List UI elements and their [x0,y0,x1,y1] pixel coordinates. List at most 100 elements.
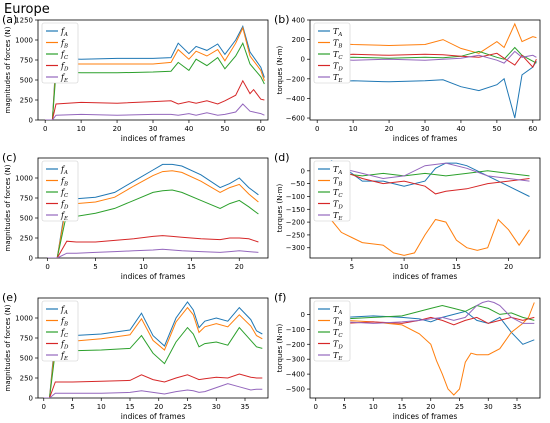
legend-label: fA [60,27,68,38]
x-tick-label: 50 [492,125,501,133]
x-tick-label: 10 [400,263,409,271]
y-tick-label: −400 [286,371,305,379]
panel-label: (e) [2,291,17,304]
series-line [43,383,263,398]
x-tick-label: 60 [528,125,537,133]
panel-label: (b) [274,13,290,26]
panel-label: (c) [2,151,17,164]
y-axis-label: torques (N·m) [276,323,284,372]
x-tick-label: 0 [45,263,49,271]
series-line [45,79,265,120]
x-tick-label: 60 [256,125,265,133]
x-tick-label: 20 [385,125,394,133]
legend-label: fD [60,200,69,211]
legend-box [313,22,351,84]
x-tick-label: 40 [456,125,465,133]
x-tick-label: 0 [42,403,46,411]
chart-panel: 0 5 10 15 20 25 30 35 0 250 500 750 1000 indices of f… [2,291,269,421]
x-tick-label: 30 [149,125,158,133]
x-axis-label: indices of frames [121,134,186,143]
series-line [43,373,263,398]
y-axis-label: magnitudes of forces (N) [4,304,12,391]
legend-label: TE [333,351,342,362]
y-axis-label: torques (N·m) [276,45,284,94]
legend-label: TB [333,177,342,188]
x-tick-label: 20 [235,263,244,271]
legend-label: fE [60,211,68,222]
chart-panel: 0 10 20 30 40 50 60 0 250 500 750 1000 1250 indices o… [2,13,269,143]
y-tick-label: −200 [286,75,305,83]
y-axis-label: torques (N·m) [276,183,284,232]
legend-label: TE [333,73,342,84]
x-tick-label: 0 [43,125,47,133]
chart-panel: 5 10 15 20 −300 −250 −200 −150 −100 −50 0 indices o… [274,151,541,281]
legend-label: fE [60,351,68,362]
y-tick-label: 0 [301,56,305,64]
plot-frame [309,297,541,399]
series-line [330,160,530,197]
panel-label: (a) [2,13,17,26]
x-tick-label: 35 [241,403,250,411]
y-tick-label: −400 [286,95,305,103]
x-tick-label: 15 [452,263,461,271]
series-line [315,302,535,396]
legend-box [41,160,79,222]
x-tick-label: 20 [113,125,122,133]
x-tick-label: 20 [504,263,513,271]
y-tick-label: 0 [301,311,305,319]
x-tick-label: 30 [484,403,493,411]
legend-label: fA [60,305,68,316]
y-tick-label: 400 [292,17,305,25]
legend-label: TA [333,305,342,316]
series-line [45,103,265,120]
legend-box [41,300,79,362]
y-tick-label: −300 [286,356,305,364]
x-tick-label: 5 [93,263,97,271]
y-tick-label: 750 [20,57,33,65]
legend-box [313,300,351,362]
y-tick-label: 1000 [15,315,33,323]
legend-label: TA [333,165,342,176]
x-tick-label: 15 [126,403,135,411]
x-tick-label: 40 [184,125,193,133]
legend-box [41,22,79,84]
y-tick-label: 250 [20,97,33,105]
x-tick-label: 30 [421,125,430,133]
page-title: Europe [4,2,50,17]
x-axis-label: indices of frames [393,412,458,421]
x-tick-label: 10 [349,125,358,133]
chart-panel: 0 5 10 15 20 25 30 35 −500 −400 −300 −200 −100 0 indic… [274,291,541,421]
y-tick-label: −150 [286,206,305,214]
y-tick-label: 0 [29,255,33,263]
legend-label: TE [333,211,342,222]
x-tick-label: 25 [183,403,192,411]
x-axis-label: indices of frames [121,412,186,421]
legend-label: fD [60,340,69,351]
y-tick-label: −200 [286,219,305,227]
y-tick-label: −500 [286,386,305,394]
x-tick-label: 30 [212,403,221,411]
series-line [315,300,535,324]
y-tick-label: 500 [20,215,33,223]
x-tick-label: 0 [314,403,318,411]
series-line [47,170,259,258]
y-tick-label: 0 [29,117,33,125]
x-tick-label: 0 [315,125,319,133]
series-line [317,60,537,119]
series-line [47,235,259,258]
x-tick-label: 20 [426,403,435,411]
panel-label: (d) [274,151,290,164]
legend-label: fB [60,39,68,50]
y-tick-label: 1000 [15,175,33,183]
y-tick-label: 0 [29,395,33,403]
x-tick-label: 15 [187,263,196,271]
series-line [47,189,259,258]
plot-frame [37,157,269,259]
series-line [317,50,537,64]
legend-label: TD [333,200,343,211]
x-tick-label: 10 [97,403,106,411]
plot-frame [37,297,269,399]
series-line [47,248,259,258]
